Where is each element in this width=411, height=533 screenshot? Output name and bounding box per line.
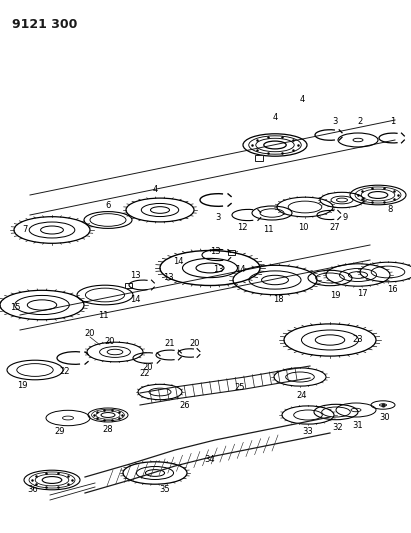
Text: 22: 22: [60, 367, 70, 376]
Text: 2: 2: [358, 117, 363, 126]
Text: 26: 26: [180, 400, 190, 409]
Text: 9: 9: [342, 214, 348, 222]
Text: 22: 22: [140, 368, 150, 377]
Text: 10: 10: [298, 223, 308, 232]
Text: 4: 4: [299, 95, 305, 104]
Text: 13: 13: [130, 271, 140, 279]
Text: 32: 32: [332, 424, 343, 432]
Text: 20: 20: [143, 364, 153, 373]
Text: 8: 8: [387, 206, 393, 214]
Text: 25: 25: [235, 383, 245, 392]
Text: 13: 13: [212, 265, 223, 274]
Text: 13: 13: [163, 273, 173, 282]
Text: 30: 30: [380, 414, 390, 423]
Text: 15: 15: [10, 303, 20, 312]
Text: 4: 4: [152, 185, 158, 195]
Bar: [228, 250, 235, 255]
Text: 3: 3: [332, 117, 338, 126]
Text: 14: 14: [235, 265, 245, 274]
Text: 27: 27: [330, 223, 340, 232]
Text: 1: 1: [390, 117, 396, 126]
Text: 13: 13: [210, 247, 220, 256]
Text: 16: 16: [387, 286, 397, 295]
Text: 24: 24: [297, 391, 307, 400]
Text: 19: 19: [17, 381, 27, 390]
Bar: [255, 155, 263, 161]
Text: 19: 19: [330, 292, 340, 301]
Bar: [125, 283, 132, 288]
Text: 20: 20: [105, 337, 115, 346]
Text: 17: 17: [357, 288, 367, 297]
Text: 14: 14: [130, 295, 140, 304]
Text: 35: 35: [160, 486, 170, 495]
Text: 18: 18: [272, 295, 283, 304]
Text: 34: 34: [205, 456, 215, 464]
Text: 9121 300: 9121 300: [12, 18, 77, 31]
Text: 7: 7: [22, 225, 28, 235]
Text: 36: 36: [28, 486, 38, 495]
Text: 23: 23: [353, 335, 363, 344]
Text: 21: 21: [165, 338, 175, 348]
Text: 11: 11: [263, 225, 273, 235]
Text: 20: 20: [190, 338, 200, 348]
Text: 4: 4: [272, 114, 277, 123]
Text: 33: 33: [302, 427, 313, 437]
Text: 14: 14: [173, 257, 183, 266]
Text: 20: 20: [85, 328, 95, 337]
Text: 12: 12: [237, 223, 247, 232]
Text: 28: 28: [103, 425, 113, 434]
Text: 29: 29: [55, 427, 65, 437]
Text: 31: 31: [353, 421, 363, 430]
Text: 3: 3: [215, 214, 221, 222]
Text: 11: 11: [98, 311, 108, 320]
Text: 6: 6: [105, 200, 111, 209]
